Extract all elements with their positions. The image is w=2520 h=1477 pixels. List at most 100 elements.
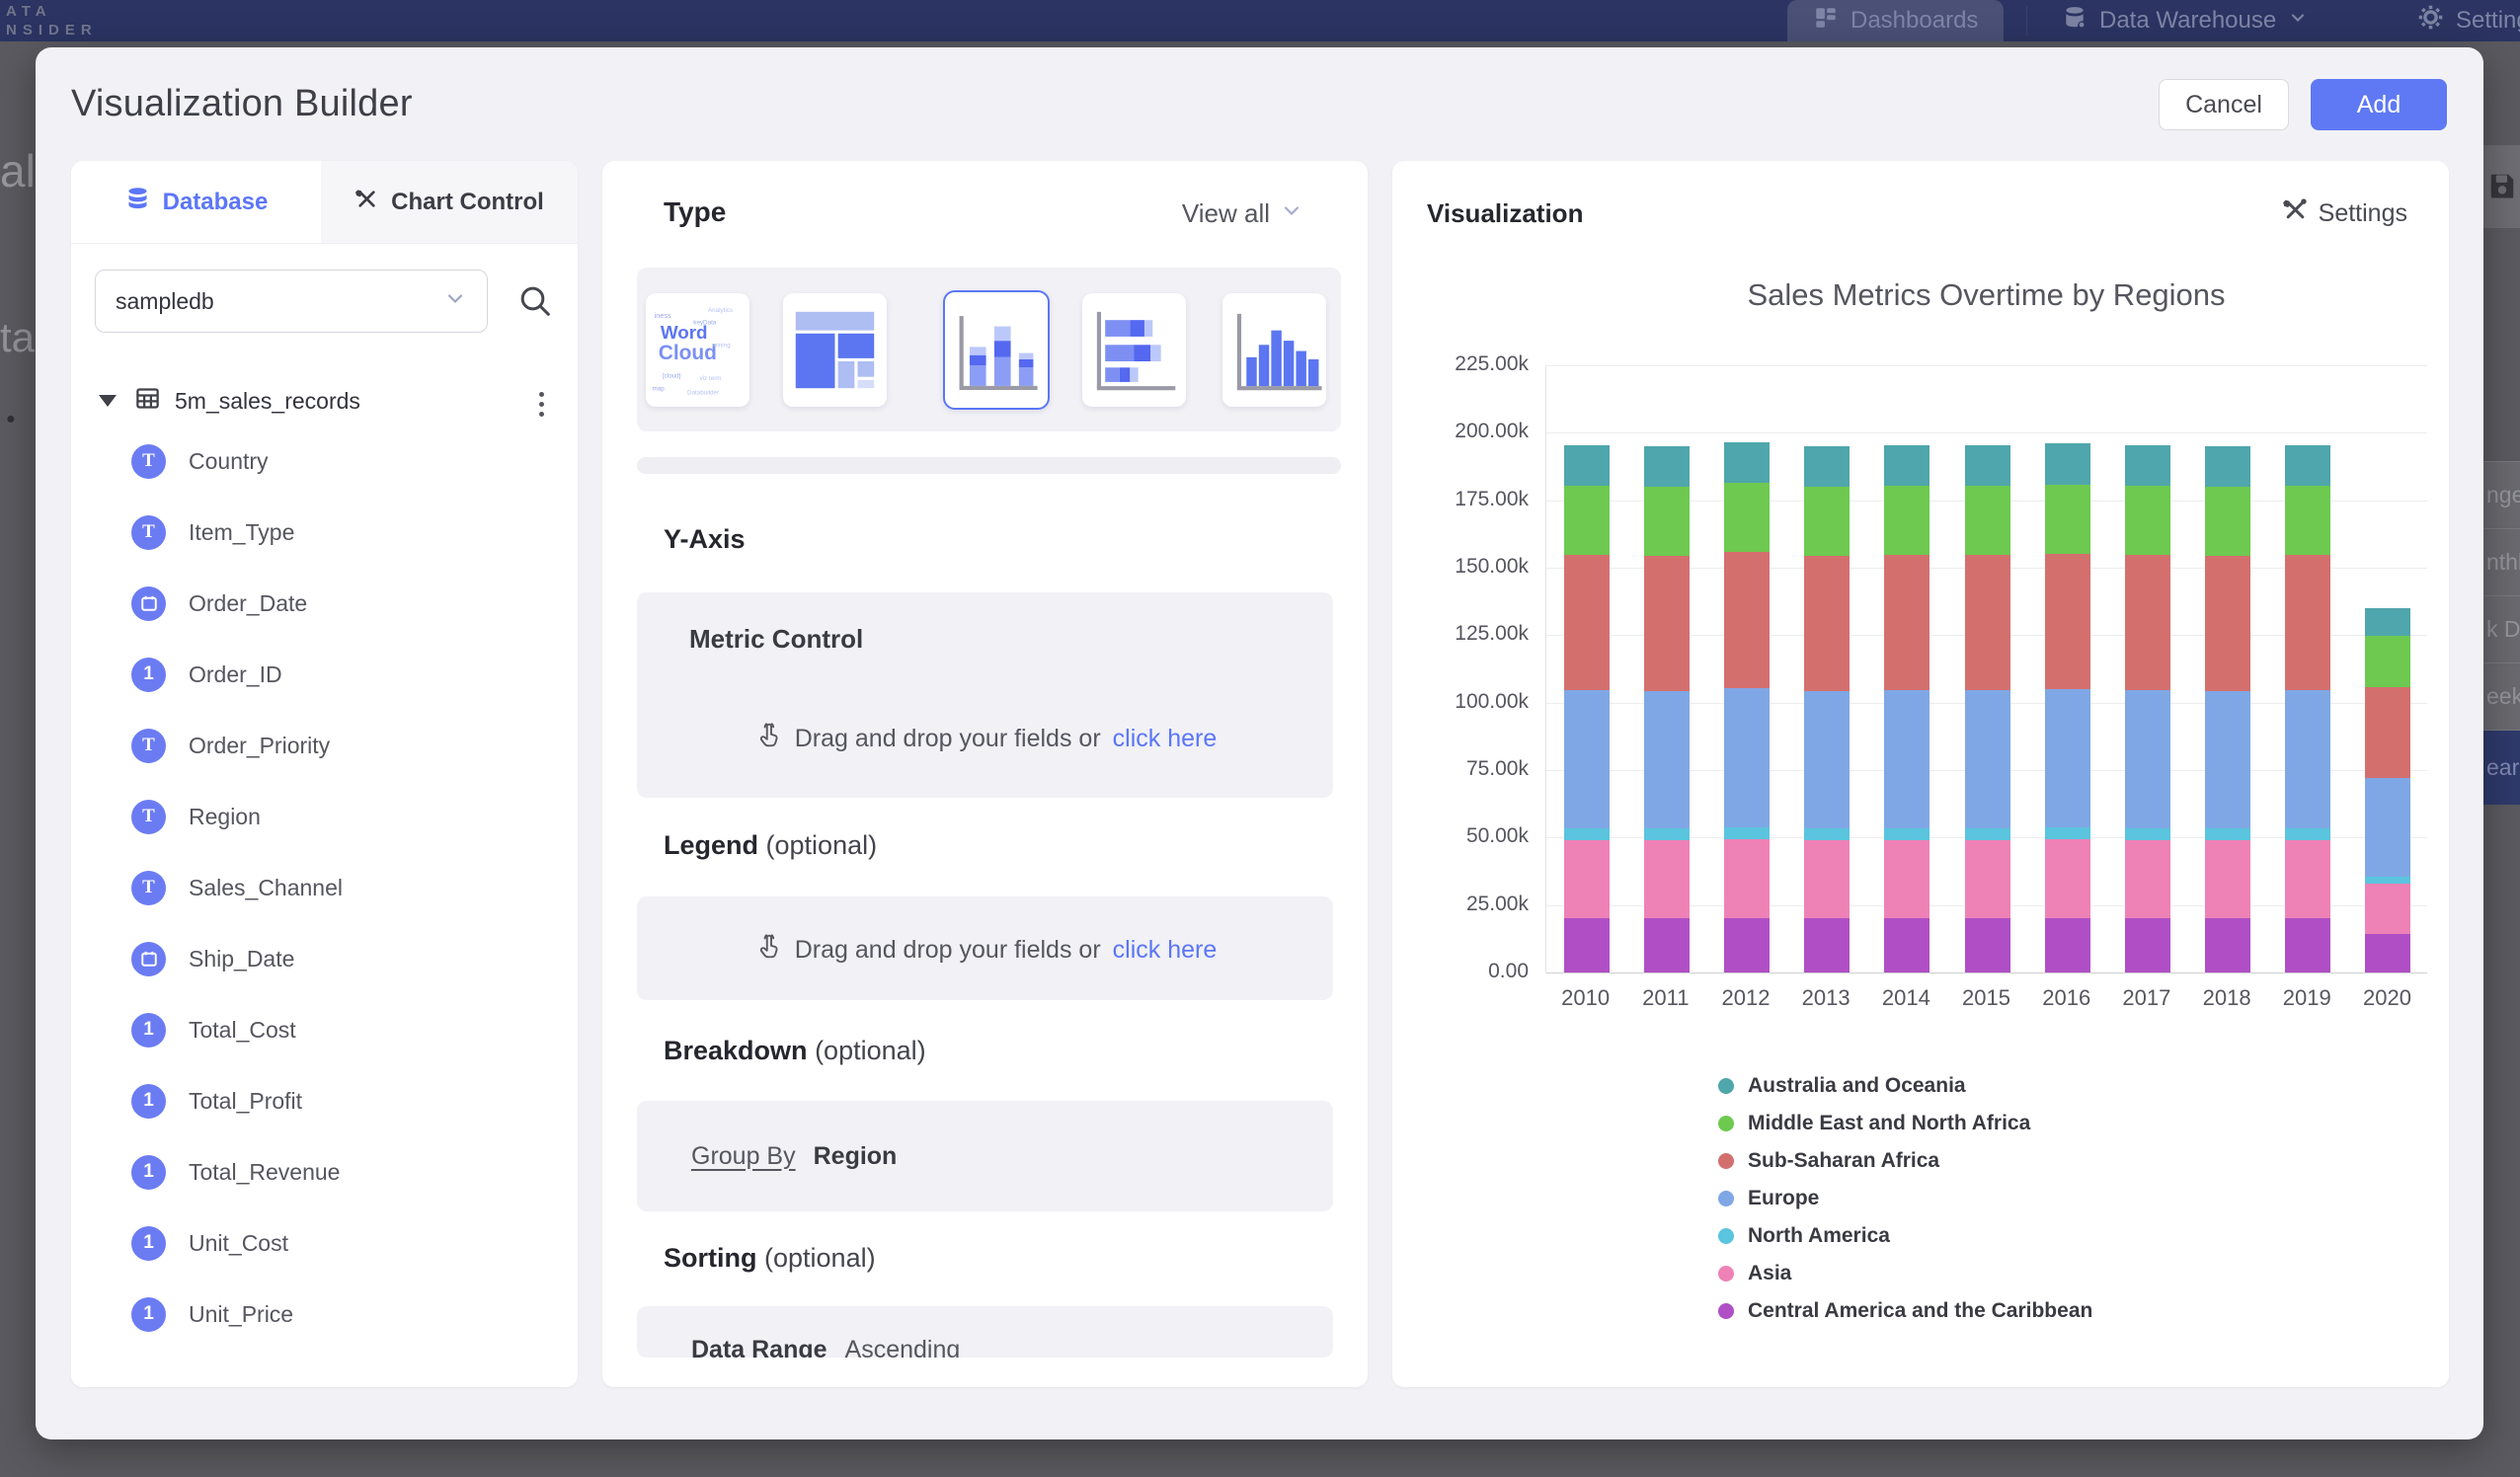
tab-database[interactable]: Database [71,161,321,243]
legend-dropzone[interactable]: Drag and drop your fields or click here [637,896,1333,1000]
bar-segment [1564,828,1610,840]
topbar-tab-settings[interactable]: Settings [2417,0,2520,41]
gridline [1546,432,2427,433]
gridline [1546,365,2427,366]
chart-type-stacked-column[interactable] [943,290,1050,410]
svg-text:keyData: keyData [693,319,717,326]
group-by-link[interactable]: Group By [691,1142,796,1171]
breakdown-card[interactable]: Group By Region [637,1101,1333,1211]
click-here-link[interactable]: click here [1113,936,1218,965]
metric-control-dropzone[interactable]: Metric Control Drag and drop your fields… [637,592,1333,798]
bar-segment [1724,688,1770,826]
database-icon [124,186,151,219]
dimmed-dropdown-item: nthly [2483,528,2520,595]
view-all-button[interactable]: View all [1182,198,1303,229]
legend-item[interactable]: Middle East and North Africa [1718,1105,2092,1142]
svg-text:map: map [653,385,666,392]
text-field-icon: T [131,515,166,550]
bar-segment [2045,554,2090,690]
legend-item[interactable]: Europe [1718,1180,2092,1217]
bar-segment [1724,483,1770,552]
bar-segment [2285,828,2330,840]
tab-chart-control[interactable]: Chart Control [321,161,578,243]
bar-segment [2125,840,2170,918]
y-axis-tick-label: 225.00k [1400,352,1529,376]
bar-segment [2125,486,2170,555]
chart-x-axis: 2010201120122013201420152016201720182019… [1545,985,2427,1011]
dimmed-heading-fragment: al [0,144,36,197]
number-field-icon: 1 [131,1297,166,1332]
field-label: Ship_Date [189,946,294,972]
y-axis-tick-label: 175.00k [1400,488,1529,511]
x-axis-tick-label: 2012 [1705,985,1785,1011]
bar-segment [2285,555,2330,690]
field-label: Sales_Channel [189,875,343,901]
search-icon[interactable] [515,281,559,325]
field-item-total_revenue[interactable]: 1Total_Revenue [71,1136,578,1207]
breakdown-section-title: Breakdown (optional) [664,1036,926,1066]
database-select[interactable]: sampledb [95,270,488,333]
bar-segment [1884,690,1929,827]
bar-segment [2125,828,2170,840]
field-item-item_type[interactable]: TItem_Type [71,497,578,568]
click-here-link[interactable]: click here [1113,725,1218,753]
view-all-label: View all [1182,198,1270,229]
dimmed-dropdown-item: k Date [2483,595,2520,662]
bar-segment [1724,839,1770,918]
carousel-scrollbar[interactable] [637,457,1341,474]
chart-type-carousel: WordCloudinessAnalyticskeyDatamining[clo… [637,268,1341,431]
chart-title: Sales Metrics Overtime by Regions [1545,277,2427,313]
x-axis-tick-label: 2020 [2347,985,2427,1011]
legend-item[interactable]: Asia [1718,1255,2092,1292]
field-item-region[interactable]: TRegion [71,781,578,852]
dimmed-dropdown-item: nge [2483,461,2520,528]
text-field-icon: T [131,444,166,479]
chart-type-column[interactable] [1222,293,1326,407]
cancel-button[interactable]: Cancel [2159,79,2289,130]
caret-down-icon[interactable] [99,395,117,407]
field-item-order_priority[interactable]: TOrder_Priority [71,710,578,781]
legend-item[interactable]: Central America and the Caribbean [1718,1292,2092,1330]
bar-segment [2285,690,2330,827]
group-by-value: Region [814,1142,898,1171]
legend-item[interactable]: Australia and Oceania [1718,1067,2092,1105]
bar-segment [1804,446,1850,487]
number-field-icon: 1 [131,1013,166,1048]
bar-segment [2125,918,2170,972]
legend-item[interactable]: North America [1718,1217,2092,1255]
bar-segment [1804,828,1850,840]
bar-segment [1644,828,1690,840]
field-item-order_date[interactable]: Order_Date [71,568,578,639]
field-label: Total_Profit [189,1088,302,1115]
field-label: Total_Cost [189,1017,296,1044]
table-tree-node[interactable]: 5m_sales_records [71,376,578,426]
topbar-tab-data-warehouse[interactable]: Data Warehouse [2062,0,2308,41]
topbar-tab-dashboards[interactable]: Dashboards [1787,0,2004,41]
field-item-ship_date[interactable]: Ship_Date [71,923,578,994]
field-item-unit_price[interactable]: 1Unit_Price [71,1279,578,1350]
stacked-bar-2011 [1644,446,1690,972]
field-item-unit_cost[interactable]: 1Unit_Cost [71,1207,578,1279]
kebab-menu-icon[interactable] [535,388,548,421]
y-axis-tick-label: 25.00k [1400,893,1529,916]
bar-segment [2365,877,2410,884]
settings-button[interactable]: Settings [2282,196,2407,230]
bar-segment [1965,828,2010,840]
add-button[interactable]: Add [2311,79,2447,130]
tap-hand-icon [753,932,783,969]
field-item-total_cost[interactable]: 1 Total_Cost [71,994,578,1065]
sorting-card[interactable]: Data Range Ascending [637,1306,1333,1358]
field-item-total_profit[interactable]: 1Total_Profit [71,1065,578,1136]
legend-dot [1718,1078,1734,1094]
field-item-country[interactable]: TCountry [71,426,578,497]
legend-item[interactable]: Sub-Saharan Africa [1718,1142,2092,1180]
field-item-order_id[interactable]: 1Order_ID [71,639,578,710]
y-axis-tick-label: 125.00k [1400,622,1529,646]
y-axis-tick-label: 50.00k [1400,824,1529,848]
field-label: Order_Date [189,590,307,617]
chart-type-stacked-bar[interactable] [1082,293,1186,407]
chart-type-word-cloud[interactable]: WordCloudinessAnalyticskeyDatamining[clo… [646,293,749,407]
chart-type-treemap[interactable] [783,293,887,407]
field-label: Total_Revenue [189,1159,340,1186]
field-item-sales_channel[interactable]: TSales_Channel [71,852,578,923]
